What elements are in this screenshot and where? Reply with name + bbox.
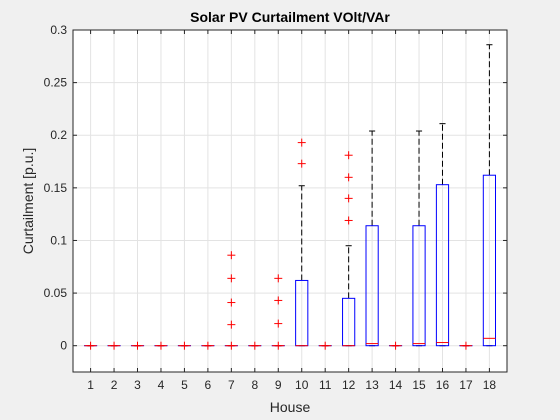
x-tick-label: 5 (181, 378, 188, 392)
outlier-point (344, 173, 353, 182)
x-tick-label: 7 (228, 378, 235, 392)
y-tick-label: 0 (60, 339, 67, 353)
axes-frame (72, 29, 508, 373)
box-9 (271, 274, 285, 350)
outlier-point (156, 341, 165, 350)
box-iqr (365, 225, 379, 347)
outlier-point (250, 341, 259, 350)
y-axis-label: Curtailment [p.u.] (20, 148, 36, 255)
outlier-point (110, 341, 119, 350)
outlier-point (274, 274, 283, 283)
outlier-point (227, 341, 236, 350)
axes-background (73, 30, 507, 372)
x-tick-label: 8 (251, 378, 258, 392)
box-3 (130, 341, 145, 350)
x-tick-label: 16 (436, 378, 450, 392)
x-tick-label: 11 (319, 378, 332, 392)
box-4 (154, 341, 168, 350)
x-tick-label: 2 (111, 378, 118, 392)
outlier-point (274, 296, 283, 305)
x-tick-label: 18 (483, 378, 497, 392)
box-11 (318, 341, 332, 350)
outlier-point (297, 159, 306, 168)
box-17 (459, 341, 473, 350)
ticks: 00.050.10.150.20.250.31 2 3 4 5 6 7 8 9 10 11 12 13 1… (44, 23, 507, 392)
y-tick-label: 0.15 (44, 181, 68, 195)
plot-data (83, 44, 497, 350)
outlier-point (203, 341, 212, 350)
outlier-point (180, 341, 189, 350)
box-12 (342, 151, 356, 347)
outlier-point (274, 341, 283, 350)
box-iqr (482, 174, 497, 347)
outlier-point (461, 341, 470, 350)
y-tick-label: 0.3 (50, 23, 67, 37)
chart-title: Solar PV Curtailment VOlt/VAr (190, 9, 390, 25)
grid (73, 29, 507, 372)
box-8 (248, 341, 262, 350)
x-tick-label: 12 (342, 378, 356, 392)
x-tick-label: 17 (459, 378, 473, 392)
box-13 (365, 130, 379, 347)
outlier-point (86, 341, 95, 350)
outlier-point (344, 194, 353, 203)
box-2 (107, 341, 121, 350)
box-15 (412, 130, 426, 347)
box-6 (201, 341, 215, 350)
x-tick-label: 14 (389, 378, 403, 392)
box-iqr (435, 184, 450, 347)
x-tick-label: 13 (365, 378, 379, 392)
box-10 (295, 138, 309, 347)
outlier-point (321, 341, 330, 350)
box-16 (435, 123, 450, 347)
x-tick-label: 9 (275, 378, 282, 392)
outlier-point (227, 298, 236, 307)
box-1 (83, 341, 98, 350)
y-tick-label: 0.2 (50, 128, 67, 142)
x-tick-label: 10 (295, 378, 309, 392)
box-iqr (412, 225, 426, 347)
outlier-point (344, 151, 353, 160)
outlier-point (133, 341, 142, 350)
y-tick-label: 0.25 (44, 76, 68, 90)
outlier-point (227, 320, 236, 329)
x-tick-label: 6 (205, 378, 212, 392)
outlier-point (344, 216, 353, 225)
box-7 (224, 251, 238, 350)
box-5 (177, 341, 192, 350)
y-tick-label: 0.05 (44, 286, 68, 300)
outlier-point (227, 251, 236, 260)
x-tick-label: 4 (158, 378, 165, 392)
x-axis-label: House (270, 399, 311, 415)
y-tick-label: 0.1 (50, 233, 67, 247)
outlier-point (391, 341, 400, 350)
outlier-point (227, 274, 236, 283)
x-tick-label: 3 (134, 378, 141, 392)
x-tick-label: 15 (412, 378, 426, 392)
outlier-point (274, 319, 283, 328)
x-tick-label: 1 (87, 378, 94, 392)
box-14 (388, 341, 403, 350)
box-18 (482, 44, 497, 347)
outlier-point (297, 138, 306, 147)
